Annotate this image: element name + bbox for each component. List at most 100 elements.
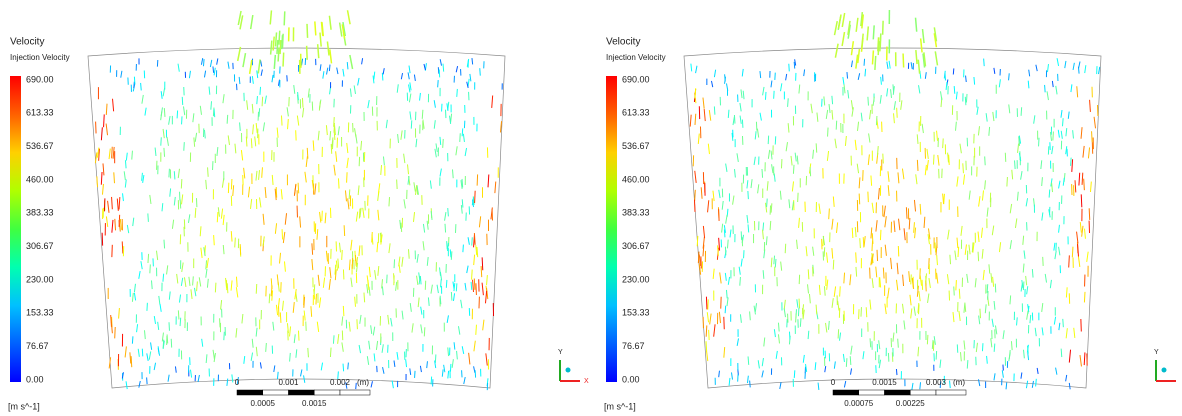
velocity-vector: [896, 280, 897, 291]
velocity-vector: [339, 243, 340, 253]
velocity-vector: [866, 307, 867, 317]
velocity-vector: [719, 312, 720, 323]
velocity-vector: [1063, 319, 1064, 327]
velocity-vector: [440, 267, 441, 275]
velocity-vector: [781, 262, 782, 271]
velocity-vector: [1092, 131, 1093, 142]
velocity-vector: [920, 275, 921, 285]
injection-vector: [916, 18, 917, 32]
velocity-vector: [235, 144, 236, 154]
velocity-vector: [461, 300, 462, 308]
velocity-vector: [903, 275, 904, 286]
velocity-vector: [227, 115, 228, 124]
velocity-vector: [911, 274, 912, 284]
velocity-vector: [164, 108, 165, 117]
velocity-vector: [114, 172, 115, 183]
velocity-vector: [138, 349, 139, 357]
injection-vector: [315, 21, 316, 35]
velocity-vector: [174, 197, 175, 205]
velocity-vector: [169, 116, 170, 125]
velocity-vector: [729, 378, 730, 386]
velocity-vector: [443, 139, 444, 148]
velocity-vector: [207, 279, 208, 288]
velocity-vector: [698, 252, 699, 263]
velocity-vector: [1054, 243, 1055, 251]
velocity-vector: [337, 68, 338, 75]
velocity-vector: [383, 156, 384, 165]
velocity-vector: [937, 255, 938, 265]
velocity-vector: [794, 370, 795, 378]
velocity-vector: [870, 300, 871, 310]
velocity-vector: [300, 216, 301, 227]
velocity-vector: [495, 182, 496, 194]
velocity-vector: [965, 97, 966, 105]
velocity-vector: [726, 164, 727, 172]
velocity-vector: [435, 149, 436, 158]
velocity-vector: [784, 308, 785, 317]
velocity-vector: [977, 107, 978, 115]
velocity-vector: [1081, 194, 1082, 207]
velocity-vector: [157, 251, 158, 260]
velocity-vector: [847, 72, 848, 79]
velocity-vector: [725, 273, 726, 281]
velocity-vector: [456, 146, 457, 155]
velocity-vector: [262, 167, 263, 178]
velocity-vector: [938, 155, 939, 166]
velocity-vector: [242, 314, 243, 323]
velocity-vector: [465, 148, 466, 156]
velocity-vector: [978, 379, 979, 386]
velocity-vector: [724, 347, 725, 358]
velocity-vector: [409, 66, 410, 74]
velocity-vector: [833, 196, 834, 206]
velocity-vector: [728, 110, 729, 118]
injection-vector: [250, 60, 252, 74]
velocity-vector: [401, 73, 402, 79]
velocity-vector: [224, 332, 225, 340]
velocity-vector: [148, 254, 149, 263]
velocity-vector: [355, 297, 356, 307]
injection-vector: [872, 50, 873, 64]
velocity-vector: [206, 260, 207, 269]
injection-vector: [903, 54, 904, 68]
colorbar-label: 613.33: [26, 108, 54, 118]
velocity-vector: [472, 58, 473, 64]
velocity-vector: [981, 228, 982, 238]
velocity-vector: [742, 69, 743, 77]
velocity-vector: [119, 215, 120, 227]
velocity-vector: [200, 226, 201, 236]
velocity-vector: [1030, 315, 1031, 323]
velocity-vector: [194, 288, 195, 296]
velocity-vector: [829, 209, 830, 220]
velocity-vector: [1078, 244, 1079, 257]
velocity-vector: [778, 334, 779, 343]
axis-z: [1162, 368, 1167, 373]
velocity-vector: [462, 199, 463, 207]
velocity-vector: [158, 322, 159, 330]
velocity-vector: [448, 371, 449, 379]
velocity-vector: [303, 108, 304, 118]
velocity-vector: [995, 325, 996, 334]
velocity-vector: [838, 301, 839, 311]
velocity-vector: [966, 94, 967, 103]
velocity-vector: [161, 111, 162, 120]
velocity-vector: [898, 339, 899, 348]
velocity-vector: [125, 179, 126, 187]
velocity-vector: [1049, 190, 1050, 198]
legend-subtitle: Injection Velocity: [10, 53, 70, 62]
velocity-vector: [251, 353, 252, 361]
velocity-vector: [897, 263, 898, 274]
velocity-vector: [126, 381, 127, 389]
velocity-vector: [785, 244, 786, 253]
velocity-vector: [1017, 192, 1018, 201]
velocity-vector: [190, 370, 191, 378]
velocity-vector: [418, 298, 419, 307]
velocity-vector: [122, 241, 123, 253]
velocity-vector: [707, 312, 708, 322]
colorbar-label: 613.33: [622, 108, 650, 118]
velocity-vector: [872, 278, 873, 288]
injection-vector: [838, 15, 841, 29]
velocity-vector: [855, 227, 856, 237]
velocity-vector: [364, 293, 365, 303]
velocity-vector: [159, 296, 160, 304]
